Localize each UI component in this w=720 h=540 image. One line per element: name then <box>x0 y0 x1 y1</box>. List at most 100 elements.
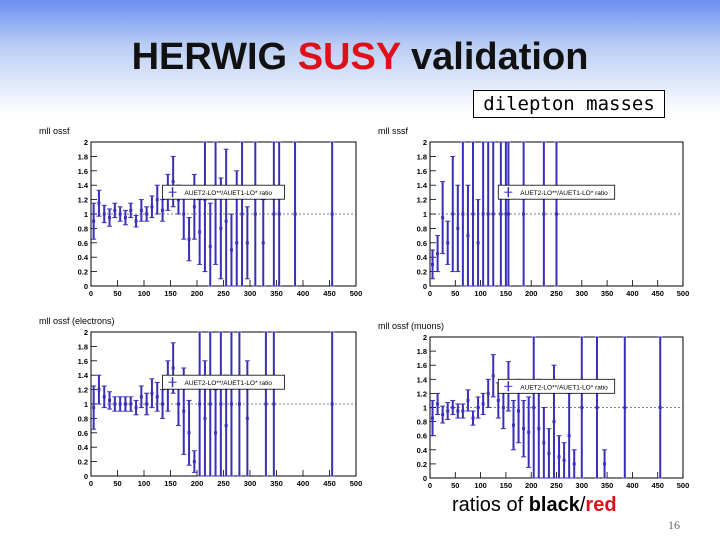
page-number: 16 <box>668 518 680 532</box>
data-point <box>485 141 491 287</box>
point-marker <box>506 212 510 216</box>
data-point <box>101 385 107 409</box>
data-point <box>218 331 224 477</box>
data-point <box>138 199 144 222</box>
point-marker <box>192 460 196 464</box>
data-point <box>561 442 567 479</box>
data-point <box>239 141 245 287</box>
point-marker <box>245 241 249 245</box>
legend: AUET2-LO**/AUET1-LO* ratio <box>497 378 616 394</box>
point-marker <box>253 212 257 216</box>
y-tick-label: 0 <box>84 472 88 481</box>
y-tick-label: 0.2 <box>78 458 88 467</box>
data-point <box>197 199 203 265</box>
point-marker <box>113 402 117 406</box>
x-tick-label: 500 <box>350 289 363 298</box>
title-part1: HERWIG <box>131 36 298 78</box>
section-tag: dilepton masses <box>473 90 665 118</box>
plot-title: mll ossf (electrons) <box>39 316 115 326</box>
data-point <box>260 199 266 287</box>
point-marker <box>517 409 521 413</box>
y-tick-label: 1.2 <box>417 196 427 205</box>
point-marker <box>567 434 571 438</box>
data-point <box>96 374 102 405</box>
y-tick-label: 0.8 <box>78 414 88 423</box>
y-tick-label: 2 <box>423 333 427 342</box>
data-point <box>594 336 600 479</box>
y-tick-label: 1.2 <box>78 196 88 205</box>
y-tick-label: 1.8 <box>417 152 427 161</box>
point-marker <box>264 402 268 406</box>
legend-box <box>497 184 616 200</box>
data-point <box>149 195 155 219</box>
data-point <box>485 378 491 408</box>
point-marker <box>441 216 445 220</box>
point-marker <box>557 455 561 459</box>
data-point <box>154 381 160 412</box>
point-marker <box>214 431 218 435</box>
data-point <box>117 396 123 412</box>
data-point <box>490 141 496 287</box>
x-tick-label: 0 <box>89 289 93 298</box>
point-marker <box>471 416 475 420</box>
point-marker <box>219 226 223 230</box>
data-point <box>122 396 128 412</box>
point-marker <box>330 212 334 216</box>
data-point <box>455 403 461 419</box>
data-point <box>276 141 282 287</box>
x-tick-label: 100 <box>138 479 151 488</box>
point-marker <box>496 398 500 402</box>
point-marker <box>471 212 475 216</box>
x-tick-label: 150 <box>164 479 177 488</box>
x-tick-label: 500 <box>677 481 690 490</box>
legend-label: AUET2-LO**/AUET1-LO* ratio <box>520 190 608 197</box>
data-point <box>101 204 107 224</box>
title-accent: SUSY <box>297 36 401 78</box>
plot-mll-ossf-muons: mll ossf (muons) 0 0.2 0.4 0.6 0.8 1 1.2 1.4 1.6 1… <box>374 319 697 494</box>
point-marker <box>129 208 133 212</box>
data-point <box>480 141 486 287</box>
plots-panel: mll ossf 0 0.2 0.4 0.6 0.8 1 1.2 1.4 1.6 1.8 2 0 50 10… <box>35 124 697 494</box>
data-point <box>112 396 118 412</box>
data-point <box>470 141 476 287</box>
x-tick-label: 100 <box>474 289 487 298</box>
data-point <box>480 392 486 416</box>
data-point <box>128 396 134 412</box>
point-marker <box>504 212 508 216</box>
point-marker <box>491 212 495 216</box>
x-tick-label: 450 <box>651 289 664 298</box>
point-marker <box>330 402 334 406</box>
x-tick-label: 250 <box>217 289 230 298</box>
x-tick-label: 250 <box>550 481 563 490</box>
point-marker <box>277 212 281 216</box>
point-marker <box>623 406 627 409</box>
point-marker <box>499 212 503 216</box>
point-marker <box>97 201 101 205</box>
legend-box <box>162 184 285 200</box>
x-tick-label: 450 <box>323 479 336 488</box>
data-point <box>510 399 516 451</box>
point-marker <box>155 198 159 202</box>
point-marker <box>123 216 127 220</box>
data-point <box>91 202 97 240</box>
point-marker <box>658 406 662 409</box>
point-marker <box>113 208 117 212</box>
plot-mll-sssf: mll sssf 0 0.2 0.4 0.6 0.8 1 1.2 1.4 1.6 1.8 2 0 50 10… <box>374 124 697 302</box>
y-tick-label: 1.8 <box>78 342 88 351</box>
point-marker <box>171 366 175 370</box>
point-marker <box>542 441 546 445</box>
x-tick-label: 400 <box>297 479 310 488</box>
data-point <box>228 331 234 477</box>
x-tick-label: 0 <box>428 289 432 298</box>
point-marker <box>481 212 485 216</box>
y-tick-label: 1.6 <box>417 167 427 176</box>
point-marker <box>552 420 556 424</box>
point-marker <box>237 402 241 406</box>
y-tick-label: 1 <box>84 400 88 409</box>
x-tick-label: 400 <box>297 289 310 298</box>
point-marker <box>446 409 450 413</box>
point-marker <box>129 402 133 406</box>
point-marker <box>466 398 470 402</box>
point-marker <box>150 391 154 395</box>
x-tick-label: 300 <box>576 289 589 298</box>
